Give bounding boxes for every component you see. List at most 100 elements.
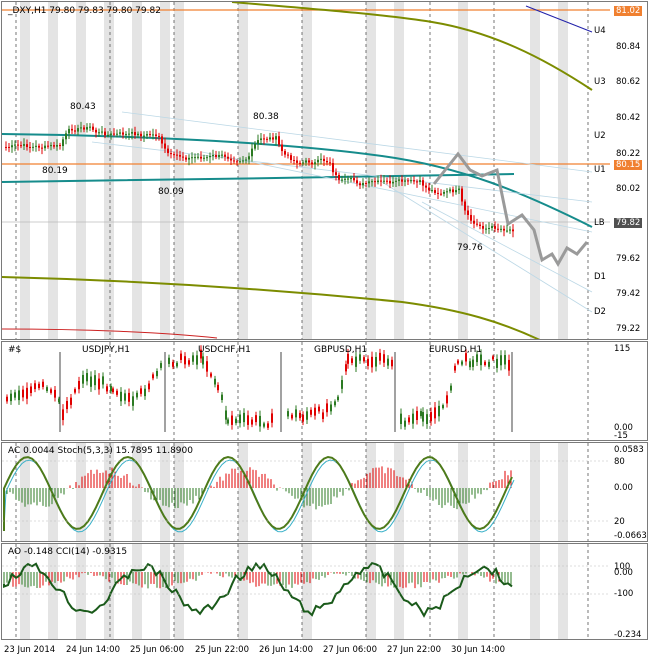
- pair-candle-body: [200, 349, 202, 359]
- candle-body: [509, 229, 511, 231]
- session-shade: [76, 2, 86, 339]
- price-axis-label: 80.22: [616, 149, 641, 159]
- pivot-label-u4: U4: [594, 26, 606, 36]
- candle-body: [425, 185, 427, 188]
- pair-candle-body: [408, 417, 410, 423]
- pair-candle-body: [62, 409, 64, 421]
- time-axis-label: 25 Jun 22:00: [195, 645, 249, 655]
- regression-band: [91, 141, 593, 203]
- candle-body: [158, 135, 160, 137]
- time-axis-label: 25 Jun 06:00: [130, 645, 184, 655]
- candle-body: [470, 214, 472, 221]
- ac-stoch-chart: [2, 443, 610, 541]
- candle-body: [335, 172, 337, 175]
- pair-candle-body: [383, 354, 385, 363]
- pair-candle-body: [38, 383, 40, 389]
- pair-candle-body: [168, 357, 170, 364]
- pair-candle-body: [140, 388, 142, 394]
- ao-axis-label: -100: [614, 589, 634, 599]
- pair-candle-body: [302, 414, 304, 422]
- pair-candle-body: [291, 414, 293, 419]
- pair-candle-body: [322, 412, 324, 419]
- candle-body: [32, 146, 34, 148]
- pair-candle-body: [50, 389, 52, 393]
- candle-body: [41, 147, 43, 149]
- candle-body: [50, 145, 52, 147]
- candle-body: [71, 128, 73, 131]
- pair-candle-body: [251, 419, 253, 425]
- candle-body: [101, 131, 103, 133]
- pair-candle-body: [156, 371, 158, 377]
- pair-candle-body: [34, 383, 36, 390]
- candle-body: [233, 160, 235, 162]
- session-shade: [530, 443, 540, 541]
- pairs-pane[interactable]: #$ USDJPY,H1 USDCHF,H1 GBPUSD,H1 EURUSD,…: [1, 341, 648, 441]
- pair-candle-body: [426, 414, 428, 424]
- candle-body: [329, 162, 331, 164]
- ac-axis-label: 80: [614, 457, 625, 467]
- ao-cci-pane[interactable]: AO -0.148 CCI(14) -0.9315 100 0.00 -100 …: [1, 543, 648, 640]
- session-shade: [174, 443, 184, 541]
- ac-axis-label: 0.00: [614, 483, 633, 493]
- candle-body: [161, 136, 163, 144]
- session-shade: [394, 2, 404, 339]
- pair-candle-body: [94, 375, 96, 386]
- pair-candle-body: [379, 352, 381, 361]
- pair-candle-body: [221, 394, 223, 401]
- pair-candle-body: [247, 415, 249, 425]
- candle-body: [341, 179, 343, 181]
- candle-body: [389, 180, 391, 184]
- candle-body: [119, 132, 121, 134]
- main-chart-pane[interactable]: _DXY,H1 79.80 79.83 79.80 79.82 80.84 80…: [1, 1, 648, 340]
- session-shade: [238, 2, 248, 339]
- pair-candle-body: [231, 415, 233, 425]
- candle-body: [377, 180, 379, 183]
- session-shade: [394, 443, 404, 541]
- session-shade: [132, 544, 142, 639]
- candle-body: [320, 158, 322, 160]
- pair-candle-body: [472, 359, 474, 367]
- candle-body: [491, 226, 493, 229]
- candle-body: [140, 133, 142, 137]
- pair-candle-body: [367, 358, 369, 366]
- projection-line: [432, 151, 589, 267]
- candle-body: [368, 181, 370, 184]
- ac-stoch-pane[interactable]: AC 0.0044 Stoch(5,3,3) 15.7895 11.8900 0…: [1, 442, 648, 542]
- pair-candle-body: [442, 405, 444, 409]
- ao-axis-label: -0.234: [614, 630, 642, 640]
- session-shade: [160, 544, 170, 639]
- candle-body: [143, 135, 145, 137]
- candle-body: [383, 180, 385, 182]
- candle-body: [371, 181, 373, 183]
- candle-body: [23, 144, 25, 146]
- candle-body: [164, 143, 166, 149]
- pair-candle-body: [227, 419, 229, 424]
- pair-candle-body: [18, 390, 20, 401]
- candle-body: [17, 144, 19, 146]
- candle-body: [80, 127, 82, 129]
- pair-candle-body: [148, 383, 150, 390]
- candle-body: [20, 145, 22, 147]
- candle-body: [86, 127, 88, 130]
- pair-candle-body: [438, 405, 440, 417]
- candle-body: [14, 144, 16, 146]
- candle-body: [185, 157, 187, 160]
- candle-body: [107, 134, 109, 136]
- candle-body: [11, 145, 13, 148]
- candle-body: [446, 191, 448, 193]
- session-shade: [302, 544, 312, 639]
- candle-body: [440, 193, 442, 195]
- pivot-label-u3: U3: [594, 77, 606, 87]
- candle-body: [314, 162, 316, 165]
- pair-candle-body: [347, 353, 349, 364]
- time-axis-label: 27 Jun 22:00: [387, 645, 441, 655]
- pair-candle-body: [345, 364, 347, 372]
- time-axis-label: 23 Jun 2014: [4, 645, 56, 655]
- candle-body: [176, 154, 178, 156]
- time-axis-label: 26 Jun 14:00: [259, 645, 313, 655]
- pair-label-usdjpy: USDJPY,H1: [82, 345, 130, 355]
- pair-candle-body: [58, 398, 60, 403]
- pair-candle-body: [375, 356, 377, 367]
- pair-candle-body: [267, 423, 269, 428]
- envelope-red: [2, 328, 218, 339]
